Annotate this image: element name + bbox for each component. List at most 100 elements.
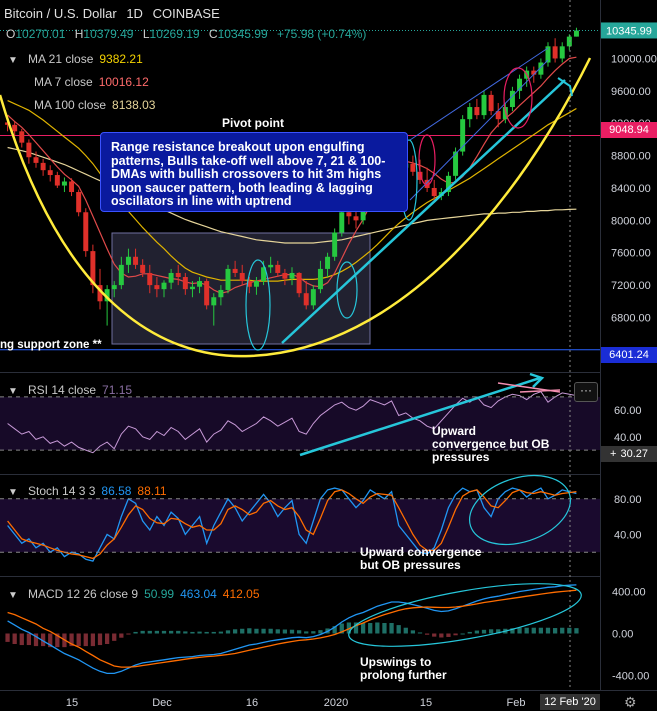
time-tick-label: Dec: [152, 697, 172, 709]
macd-hist-value: 50.99: [144, 587, 175, 601]
candle-body: [147, 272, 153, 286]
candle-body: [97, 285, 103, 302]
candle-body: [118, 264, 124, 286]
candle-body: [268, 264, 274, 268]
rsi-band: [0, 396, 600, 451]
highlight-ellipse: [503, 67, 533, 129]
macd-histogram-bar: [268, 628, 273, 634]
consolidation-range-box: [111, 232, 371, 345]
macd-histogram-bar: [90, 633, 96, 647]
candle-body: [467, 107, 473, 120]
ma100-legend[interactable]: MA 100 close 8138.03: [34, 98, 155, 112]
close-value: 10345.99: [217, 27, 268, 41]
macd-histogram-bar: [496, 629, 501, 634]
ma21-legend[interactable]: ▼ MA 21 close 9382.21: [8, 52, 143, 66]
candle-body: [168, 272, 174, 283]
candle-body: [90, 251, 96, 286]
macd-histogram-bar: [40, 633, 46, 647]
macd-note: Upswings to prolong further: [360, 655, 447, 682]
macd-histogram-bar: [424, 633, 430, 635]
macd-histogram-bar: [517, 627, 522, 634]
current-price-tag-label: 10345.99: [606, 25, 652, 37]
ma7-legend[interactable]: MA 7 close 10016.12: [34, 75, 149, 89]
macd-histogram-bar: [460, 633, 465, 635]
candle-body: [204, 281, 210, 306]
macd-histogram-bar: [183, 631, 188, 634]
rsi-note: Upward convergence but OB pressures: [432, 424, 550, 464]
macd-tick-label: 400.00: [612, 587, 646, 599]
macd-histogram-bar: [410, 630, 416, 634]
time-tick-label: 16: [246, 697, 258, 709]
saucer-pattern-curve: [0, 57, 592, 358]
rsi-legend[interactable]: ▼ RSI 14 close 71.15: [8, 383, 132, 397]
rsi-level-value: 30.27: [620, 448, 648, 460]
chevron-icon[interactable]: ▼: [8, 486, 18, 498]
settings-gear-icon[interactable]: ⚙: [624, 694, 637, 710]
chevron-icon[interactable]: ▼: [8, 589, 18, 601]
macd-histogram-bar: [261, 628, 266, 634]
candle-body: [531, 70, 537, 75]
macd-histogram-bar: [154, 630, 160, 634]
candle-body: [275, 264, 281, 273]
stoch-legend[interactable]: ▼ Stoch 14 3 3 86.58 88.11: [8, 484, 167, 498]
price-tick-label: 8800.00: [611, 151, 651, 163]
candle-body: [40, 162, 46, 171]
ma100-value: 8138.03: [112, 98, 156, 112]
crosshair-icon: +: [610, 448, 617, 460]
candle-body: [69, 181, 75, 193]
candle-body: [175, 272, 181, 278]
candle-body: [253, 281, 259, 287]
macd-label: MACD 12 26 close 9: [28, 587, 139, 601]
open-value: 10270.01: [15, 27, 66, 41]
candle-body: [161, 282, 167, 290]
stoch-tick-label: 40.00: [614, 529, 642, 541]
macd-histogram-bar: [282, 629, 288, 634]
ma7-value: 10016.12: [98, 75, 149, 89]
candle-body: [26, 142, 32, 158]
macd-histogram-bar: [140, 630, 145, 634]
macd-signal-line: [7, 589, 577, 668]
highlight-ellipse: [336, 261, 358, 319]
macd-histogram-bar: [97, 633, 103, 646]
macd-legend[interactable]: ▼ MACD 12 26 close 9 50.99 463.04 412.05: [8, 587, 260, 601]
stoch-note: Upward convergence but OB pressures: [360, 545, 482, 572]
macd-histogram-bar: [346, 622, 352, 634]
macd-line-value: 463.04: [180, 587, 217, 601]
macd-histogram-bar: [197, 631, 202, 634]
macd-histogram-bar: [545, 627, 551, 634]
macd-histogram-bar: [204, 631, 209, 634]
candle-body: [246, 281, 252, 287]
low-label: L: [142, 27, 150, 41]
price-tick-label: 10000.00: [611, 53, 657, 65]
chevron-icon[interactable]: ▼: [8, 54, 18, 66]
macd-histogram-bar: [161, 630, 167, 634]
candle-body: [239, 272, 245, 282]
macd-histogram-bar: [33, 633, 39, 647]
candle-body: [189, 286, 195, 290]
candle-body: [125, 256, 131, 265]
candle-body: [211, 297, 217, 306]
candle-body: [197, 281, 203, 287]
macd-histogram-bar: [147, 630, 152, 634]
ohlc-legend: O10270.01 H10379.49 L10269.19 C10345.99 …: [6, 27, 366, 41]
price-tick-label: 8000.00: [611, 215, 651, 227]
time-tick-label: Feb: [507, 697, 526, 709]
price-tick-label: 7200.00: [611, 280, 651, 292]
candle-body: [317, 268, 323, 290]
low-value: 10269.19: [149, 27, 200, 41]
candle-body: [545, 46, 551, 63]
candle-body: [12, 124, 18, 132]
candle-body: [410, 163, 416, 172]
candle-body: [509, 90, 515, 108]
more-options-button[interactable]: ···: [574, 382, 598, 402]
macd-histogram-bar: [375, 622, 380, 634]
chevron-icon[interactable]: ▼: [8, 385, 18, 397]
macd-histogram-bar: [453, 633, 458, 636]
time-tick-label: 2020: [324, 697, 348, 709]
macd-histogram-bar: [389, 623, 394, 634]
macd-histogram-bar: [368, 623, 373, 634]
candle-body: [353, 216, 359, 221]
candle-body: [133, 256, 139, 265]
